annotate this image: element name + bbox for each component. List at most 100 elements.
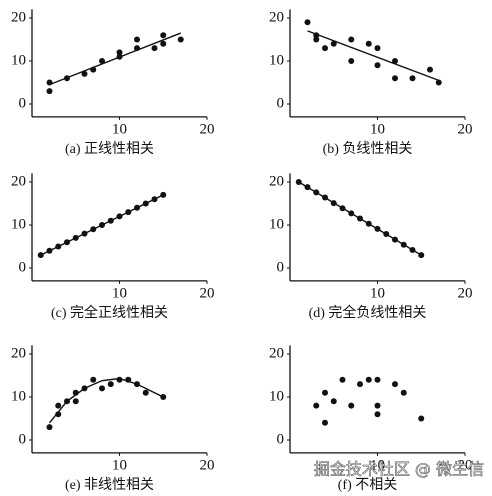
point [90,66,97,73]
point [134,36,140,43]
point [365,376,372,383]
y-tick-label: 10 [11,388,26,404]
y-tick-label: 10 [269,216,284,232]
point [392,236,398,243]
point [357,215,363,222]
point [330,200,337,207]
point [330,40,337,47]
point [107,217,114,224]
caption: (f) 不相关 [338,477,398,493]
point [116,49,123,56]
x-tick-label: 20 [200,285,215,301]
point [374,225,381,232]
point [400,241,407,248]
y-tick-label: 0 [19,259,27,275]
point [142,389,149,396]
point [330,398,337,405]
point [313,36,320,43]
y-tick-label: 0 [19,431,27,447]
point [134,45,140,52]
y-tick-label: 20 [269,345,284,361]
point [160,40,167,47]
y-tick-label: 0 [277,95,285,111]
point [374,402,381,409]
point [64,239,70,246]
point [357,381,363,388]
point [304,184,311,191]
point [134,204,140,211]
point [116,53,123,60]
point [322,419,328,426]
point [392,58,398,64]
x-tick-label: 10 [112,457,127,473]
point [435,79,442,86]
point [90,226,97,233]
point [81,230,88,237]
point [400,389,407,396]
point [46,247,53,254]
point [151,45,158,52]
point [322,45,328,52]
y-tick-label: 20 [269,9,284,25]
point [313,402,320,409]
x-tick-label: 10 [112,285,127,301]
point [81,385,88,392]
point [365,40,372,47]
point [64,398,70,405]
point [365,220,372,227]
point [374,45,381,52]
caption: (a) 正线性相关 [65,141,154,157]
point [409,246,416,253]
caption: (b) 负线性相关 [323,141,413,157]
point [64,75,70,82]
x-tick-label: 20 [458,457,473,473]
point [304,19,311,26]
point [392,75,398,82]
point [374,411,381,418]
point [392,381,398,388]
point [72,234,79,241]
fit-line [48,377,164,424]
point [125,376,132,383]
point [348,36,355,43]
y-tick-label: 20 [11,9,26,25]
point [55,243,62,250]
y-tick-label: 0 [277,431,285,447]
point [72,389,79,396]
point [99,58,105,64]
watermark: 掘金技术社区 @ 微生信 [314,460,484,479]
point [142,200,149,207]
point [55,402,62,409]
point [90,376,97,383]
x-tick-label: 10 [112,121,127,137]
point [322,194,328,201]
y-tick-label: 20 [269,173,284,189]
fit-line [49,32,182,86]
point [72,398,79,405]
point [99,222,105,228]
point [418,415,425,422]
point [418,252,425,259]
point [348,58,355,64]
x-tick-label: 20 [458,285,473,301]
fit-line [307,30,439,82]
point [339,205,346,212]
x-tick-label: 20 [200,121,215,137]
point [160,32,167,39]
y-tick-label: 20 [11,345,26,361]
x-tick-label: 10 [370,285,385,301]
point [125,209,132,216]
x-tick-label: 10 [370,121,385,137]
point [427,66,433,73]
point [383,231,390,238]
point [116,376,123,383]
y-tick-label: 20 [11,173,26,189]
point [116,213,123,220]
point [160,394,167,400]
caption: (d) 完全负线性相关 [309,304,427,321]
point [295,179,302,185]
caption: (e) 非线性相关 [65,477,154,493]
point [46,424,53,431]
point [99,385,105,392]
